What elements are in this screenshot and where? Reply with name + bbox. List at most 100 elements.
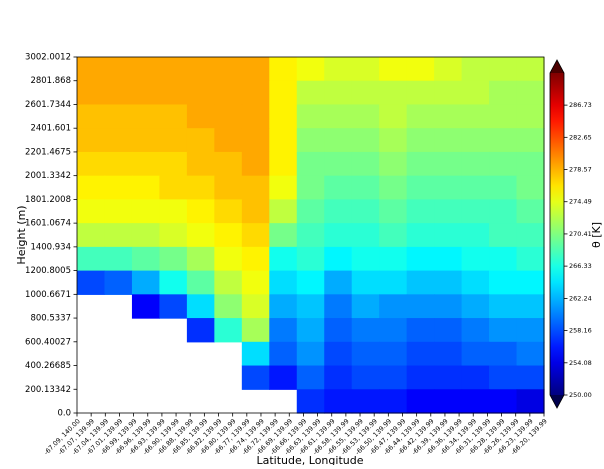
contour-cell [351, 389, 380, 414]
contour-cell [516, 223, 545, 248]
contour-cell [77, 270, 106, 295]
contour-cell [351, 294, 380, 319]
contour-cell [159, 175, 188, 200]
contour-cell [104, 151, 133, 177]
contour-cell [241, 175, 270, 200]
contour-cell [351, 199, 380, 224]
contour-cell [489, 199, 518, 224]
contour-cell [296, 318, 325, 343]
contour-cell [489, 80, 518, 106]
contour-cell [461, 57, 490, 82]
contour-cell [269, 246, 298, 272]
contour-cell [186, 199, 215, 224]
contour-cell [214, 270, 243, 295]
contour-cell [269, 151, 298, 177]
contour-cell [351, 80, 380, 106]
contour-cell [214, 175, 243, 200]
contour-cell [241, 151, 270, 177]
contour-cell [434, 80, 463, 106]
contour-cell [461, 365, 490, 390]
contour-cell [516, 151, 545, 177]
y-tick-label: 1000.6671 [25, 290, 71, 300]
contour-cell [104, 246, 133, 272]
contour-cell [296, 128, 325, 153]
y-tick-label: 2001.3342 [25, 171, 71, 181]
contour-cell [131, 270, 161, 295]
contour-cell [159, 199, 188, 224]
contour-cell [489, 128, 518, 153]
contour-cell [516, 199, 545, 224]
contour-cell [104, 223, 133, 248]
contour-cell [406, 199, 435, 224]
contour-cell [77, 151, 106, 177]
contour-cell [516, 57, 545, 82]
contour-cell [406, 270, 435, 295]
contour-cell [296, 175, 325, 200]
contour-cell [406, 223, 435, 248]
contour-cell [379, 199, 408, 224]
contour-cell [406, 365, 435, 390]
contour-cell [296, 341, 325, 367]
contour-cell [131, 246, 161, 272]
contour-cell [351, 318, 380, 343]
contour-cell [351, 223, 380, 248]
contour-cell [379, 128, 408, 153]
contour-cell [324, 270, 353, 295]
contour-cell [434, 246, 463, 272]
contour-cell [214, 199, 243, 224]
contour-cell [351, 246, 380, 272]
contour-cell [131, 104, 161, 129]
contour-cell [324, 389, 353, 414]
contour-cell [516, 246, 545, 272]
contour-cell [159, 80, 188, 106]
colorbar-tick-label: 282.65 [569, 133, 592, 141]
contour-cell [104, 128, 133, 153]
contour-cell [461, 389, 490, 414]
contour-cell [434, 104, 463, 129]
contour-cell [324, 199, 353, 224]
contour-cell [241, 57, 270, 82]
contour-cell [406, 128, 435, 153]
contour-cell [406, 80, 435, 106]
contour-cell [159, 151, 188, 177]
contour-cell [77, 104, 106, 129]
contour-cell [461, 223, 490, 248]
contour-cell [131, 80, 161, 106]
contour-cell [324, 365, 353, 390]
contour-cell [214, 57, 243, 82]
contour-cell [379, 318, 408, 343]
contour-cell [241, 199, 270, 224]
contour-cell [406, 57, 435, 82]
contour-cell [406, 104, 435, 129]
contour-cell [324, 104, 353, 129]
contour-cell [186, 318, 215, 343]
colorbar-extend-low [550, 395, 564, 408]
contour-cell [241, 294, 270, 319]
contour-cell [516, 270, 545, 295]
contour-cell [241, 341, 270, 367]
contour-cell [104, 199, 133, 224]
y-tick-label: 1801.2008 [25, 195, 71, 205]
colorbar-tick-label: 258.16 [569, 327, 592, 335]
contour-cell [489, 223, 518, 248]
contour-cell [214, 246, 243, 272]
contour-cell [186, 151, 215, 177]
y-tick-label: 0.0 [57, 409, 71, 419]
contour-cell [324, 151, 353, 177]
contour-cell [461, 294, 490, 319]
contour-cell [516, 389, 545, 414]
contour-cell [131, 294, 161, 319]
contour-cell [131, 223, 161, 248]
contour-cell [186, 57, 215, 82]
plot-frame [76, 56, 545, 414]
contour-cell [104, 175, 133, 200]
contour-cell [241, 104, 270, 129]
contour-cell [269, 341, 298, 367]
contour-cell [379, 294, 408, 319]
colorbar-tick-label: 266.33 [569, 262, 592, 270]
contour-cell [104, 270, 133, 295]
contour-cell [269, 318, 298, 343]
contour-cell [131, 151, 161, 177]
contour-cell [351, 341, 380, 367]
contour-cell [516, 104, 545, 129]
